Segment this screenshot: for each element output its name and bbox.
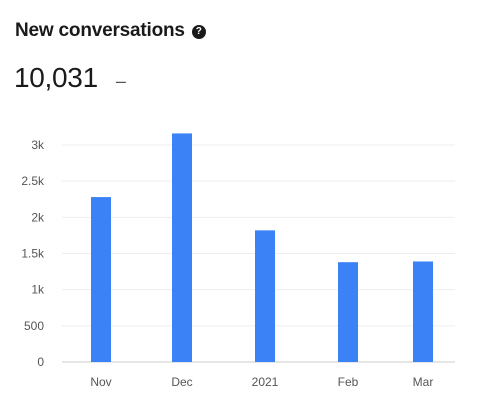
x-tick-label: 2021 [252, 375, 279, 389]
card-header: New conversations ? [15, 20, 206, 42]
y-tick-label: 1k [31, 283, 45, 297]
bars [91, 133, 433, 362]
bar-feb[interactable] [338, 262, 358, 362]
x-tick-label: Nov [90, 375, 111, 389]
metric-trend: – [115, 71, 126, 91]
bar-mar[interactable] [413, 261, 433, 362]
y-tick-label: 0 [37, 355, 44, 369]
metric-summary: 10,031 – [14, 62, 126, 94]
x-tick-label: Mar [413, 375, 434, 389]
y-axis-labels: 0 500 1k 1.5k 2k 2.5k 3k [21, 138, 45, 369]
y-tick-label: 3k [31, 138, 45, 152]
question-circle-icon[interactable]: ? [191, 24, 206, 39]
x-tick-label: Dec [171, 375, 192, 389]
metric-value: 10,031 [14, 62, 98, 93]
y-tick-label: 2k [31, 210, 45, 224]
y-tick-label: 2.5k [21, 174, 45, 188]
x-axis-labels: Nov Dec 2021 Feb Mar [90, 375, 433, 389]
x-tick-label: Feb [338, 375, 359, 389]
bar-nov[interactable] [91, 197, 111, 362]
y-tick-label: 500 [24, 319, 44, 333]
card-title: New conversations [15, 20, 185, 41]
y-tick-label: 1.5k [21, 247, 45, 261]
bar-dec[interactable] [172, 133, 192, 362]
bar-2021[interactable] [255, 230, 275, 362]
